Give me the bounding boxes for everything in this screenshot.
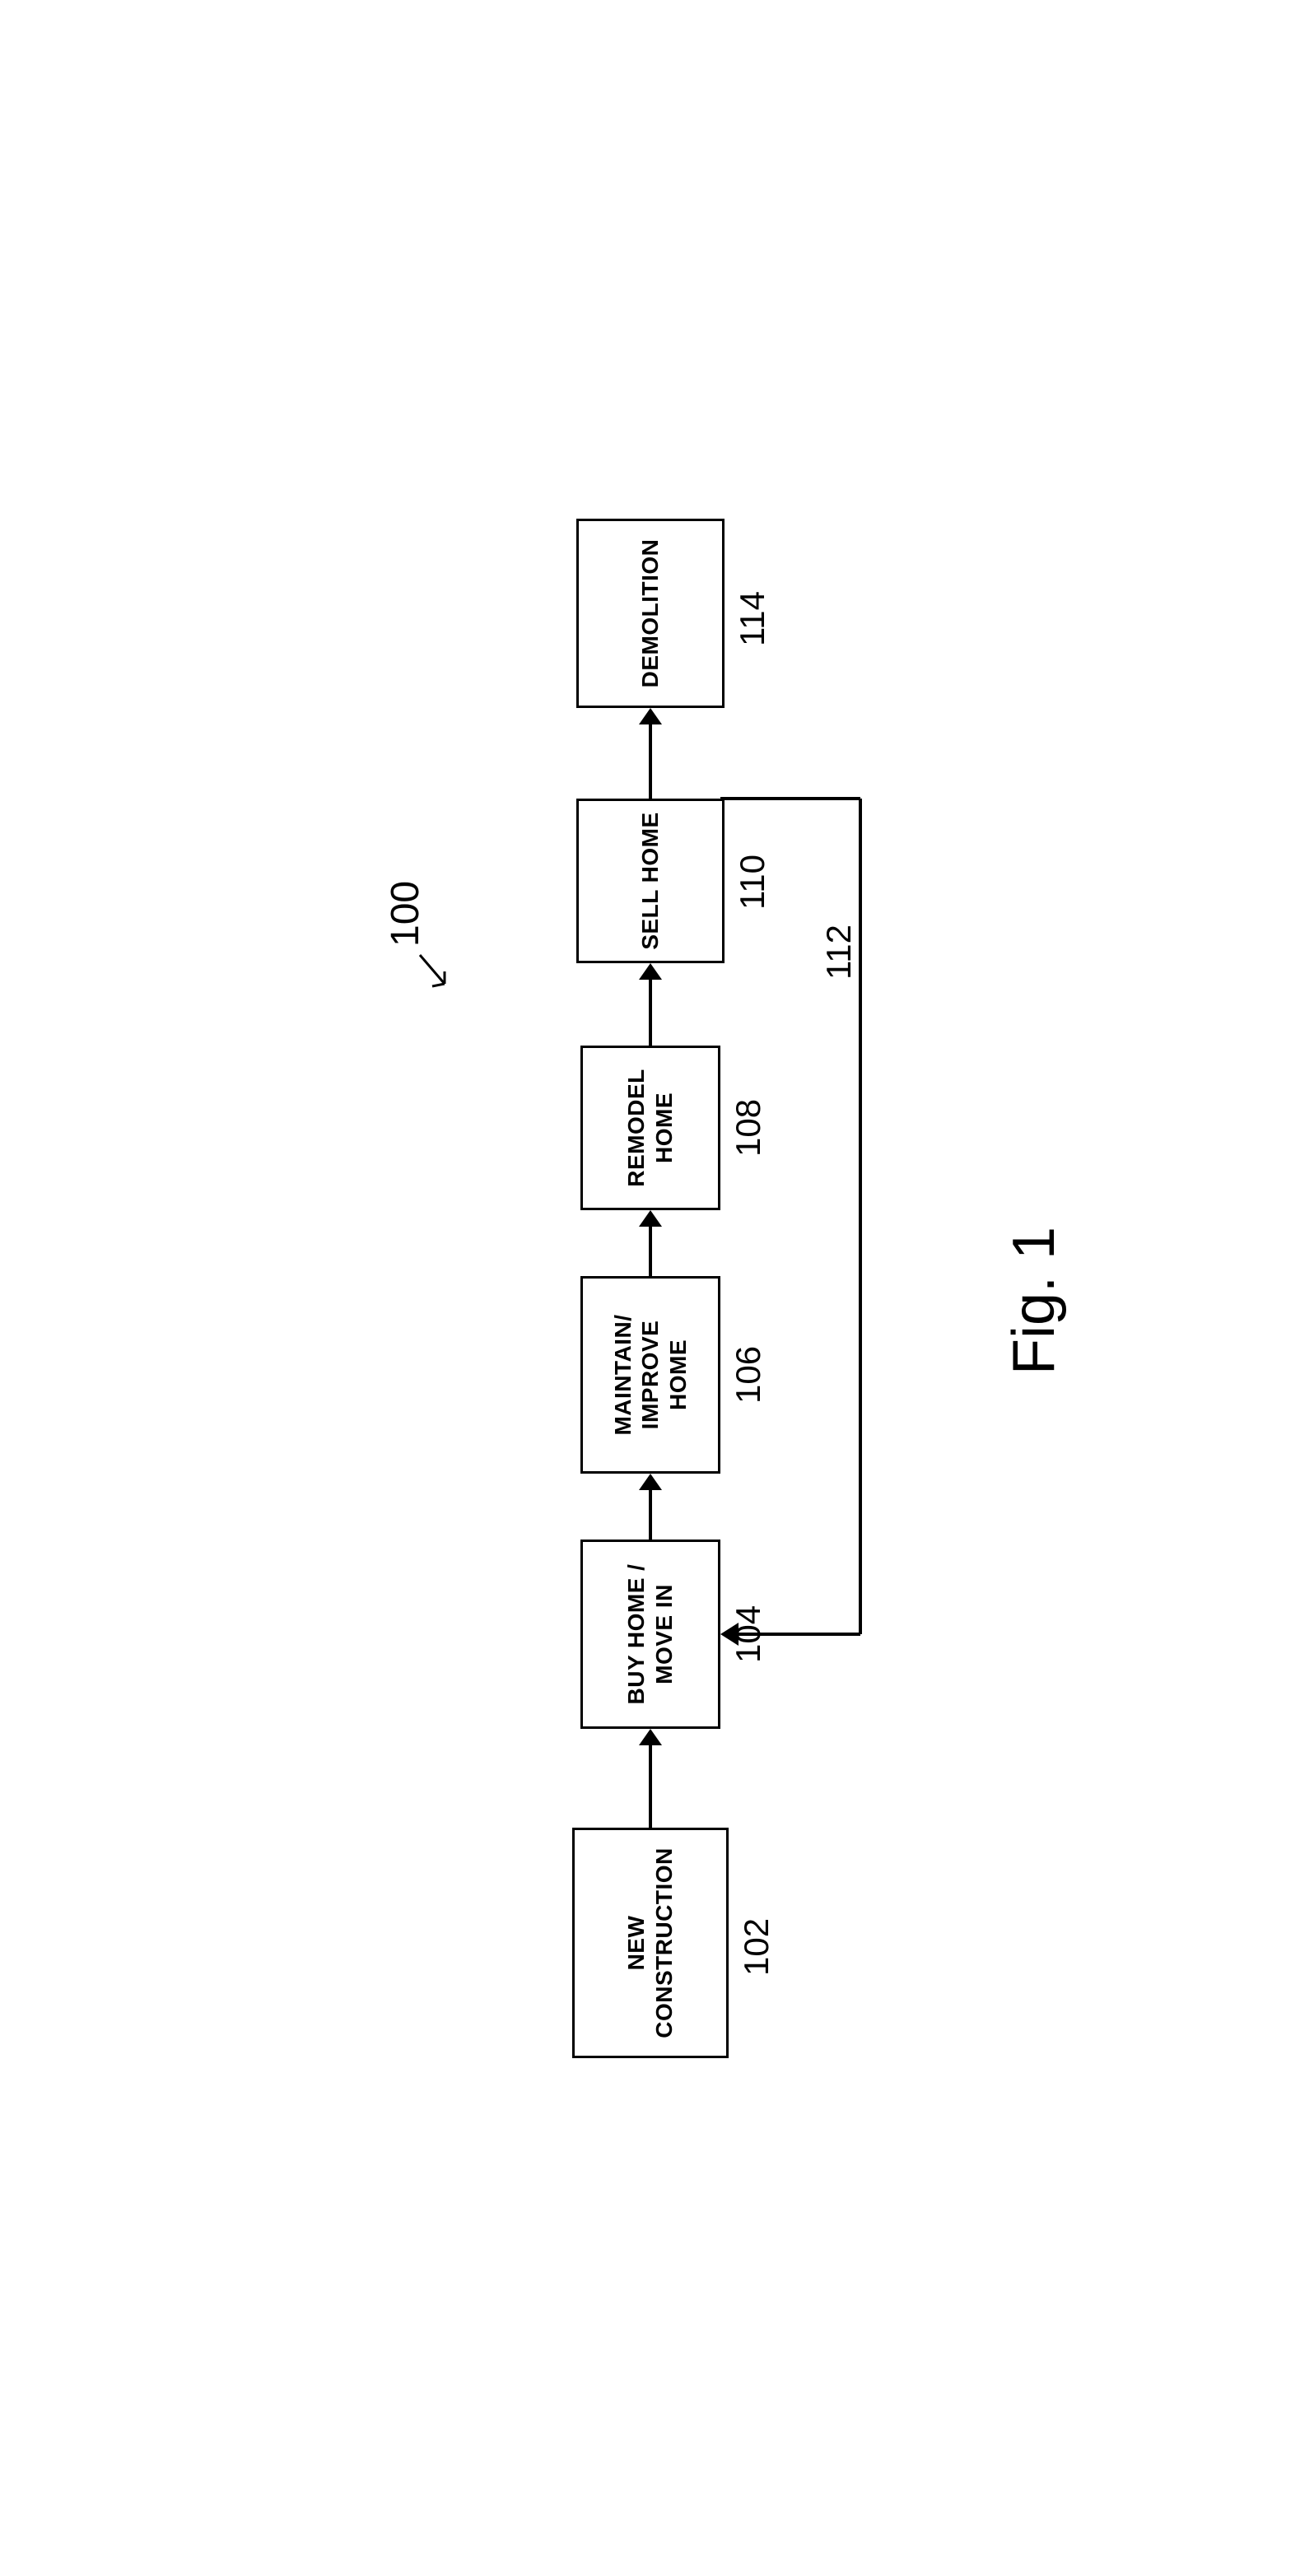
node-label: NEW CONSTRUCTION (622, 1838, 678, 2047)
ref-label-100: 100 (383, 880, 428, 946)
node-remodel: REMODEL HOME (580, 1046, 720, 1210)
node-label: MAINTAIN/ IMPROVE HOME (608, 1287, 692, 1463)
node-wrapper-maintain: MAINTAIN/ IMPROVE HOME 106 (580, 1276, 720, 1474)
feedback-edge (720, 741, 926, 1729)
node-maintain: MAINTAIN/ IMPROVE HOME (580, 1276, 720, 1474)
node-label: DEMOLITION (636, 538, 664, 687)
ref-100-arrow-icon (416, 947, 457, 996)
node-wrapper-demolition: DEMOLITION 114 (576, 519, 725, 708)
node-wrapper-buy-home: BUY HOME / MOVE IN 104 (580, 1540, 720, 1729)
diagram-container: 100 NEW CONSTRUCTION 102 BUY HOME / MOVE… (572, 519, 729, 2058)
node-label: SELL HOME (636, 812, 664, 949)
ref-100-text: 100 (384, 880, 427, 946)
arrow-2 (639, 1474, 662, 1540)
flow-row: NEW CONSTRUCTION 102 BUY HOME / MOVE IN … (572, 519, 729, 2058)
node-sell-home: SELL HOME (576, 799, 725, 963)
figure-label: Fig. 1 (1000, 1226, 1068, 1374)
arrow-1 (639, 1729, 662, 1828)
node-label: REMODEL HOME (622, 1056, 678, 1199)
ref-label-114: 114 (733, 591, 772, 646)
arrow-3 (639, 1210, 662, 1276)
node-buy-home: BUY HOME / MOVE IN (580, 1540, 720, 1729)
node-wrapper-remodel: REMODEL HOME 108 (580, 1046, 720, 1210)
node-demolition: DEMOLITION (576, 519, 725, 708)
node-label: BUY HOME / MOVE IN (622, 1550, 678, 1718)
arrow-4 (639, 963, 662, 1046)
arrow-5 (639, 708, 662, 799)
node-wrapper-sell-home: SELL HOME 110 (576, 799, 725, 963)
ref-label-102: 102 (737, 1917, 776, 1975)
ref-label-112: 112 (819, 925, 859, 980)
node-new-construction: NEW CONSTRUCTION (572, 1828, 729, 2058)
node-wrapper-new-construction: NEW CONSTRUCTION 102 (572, 1828, 729, 2058)
